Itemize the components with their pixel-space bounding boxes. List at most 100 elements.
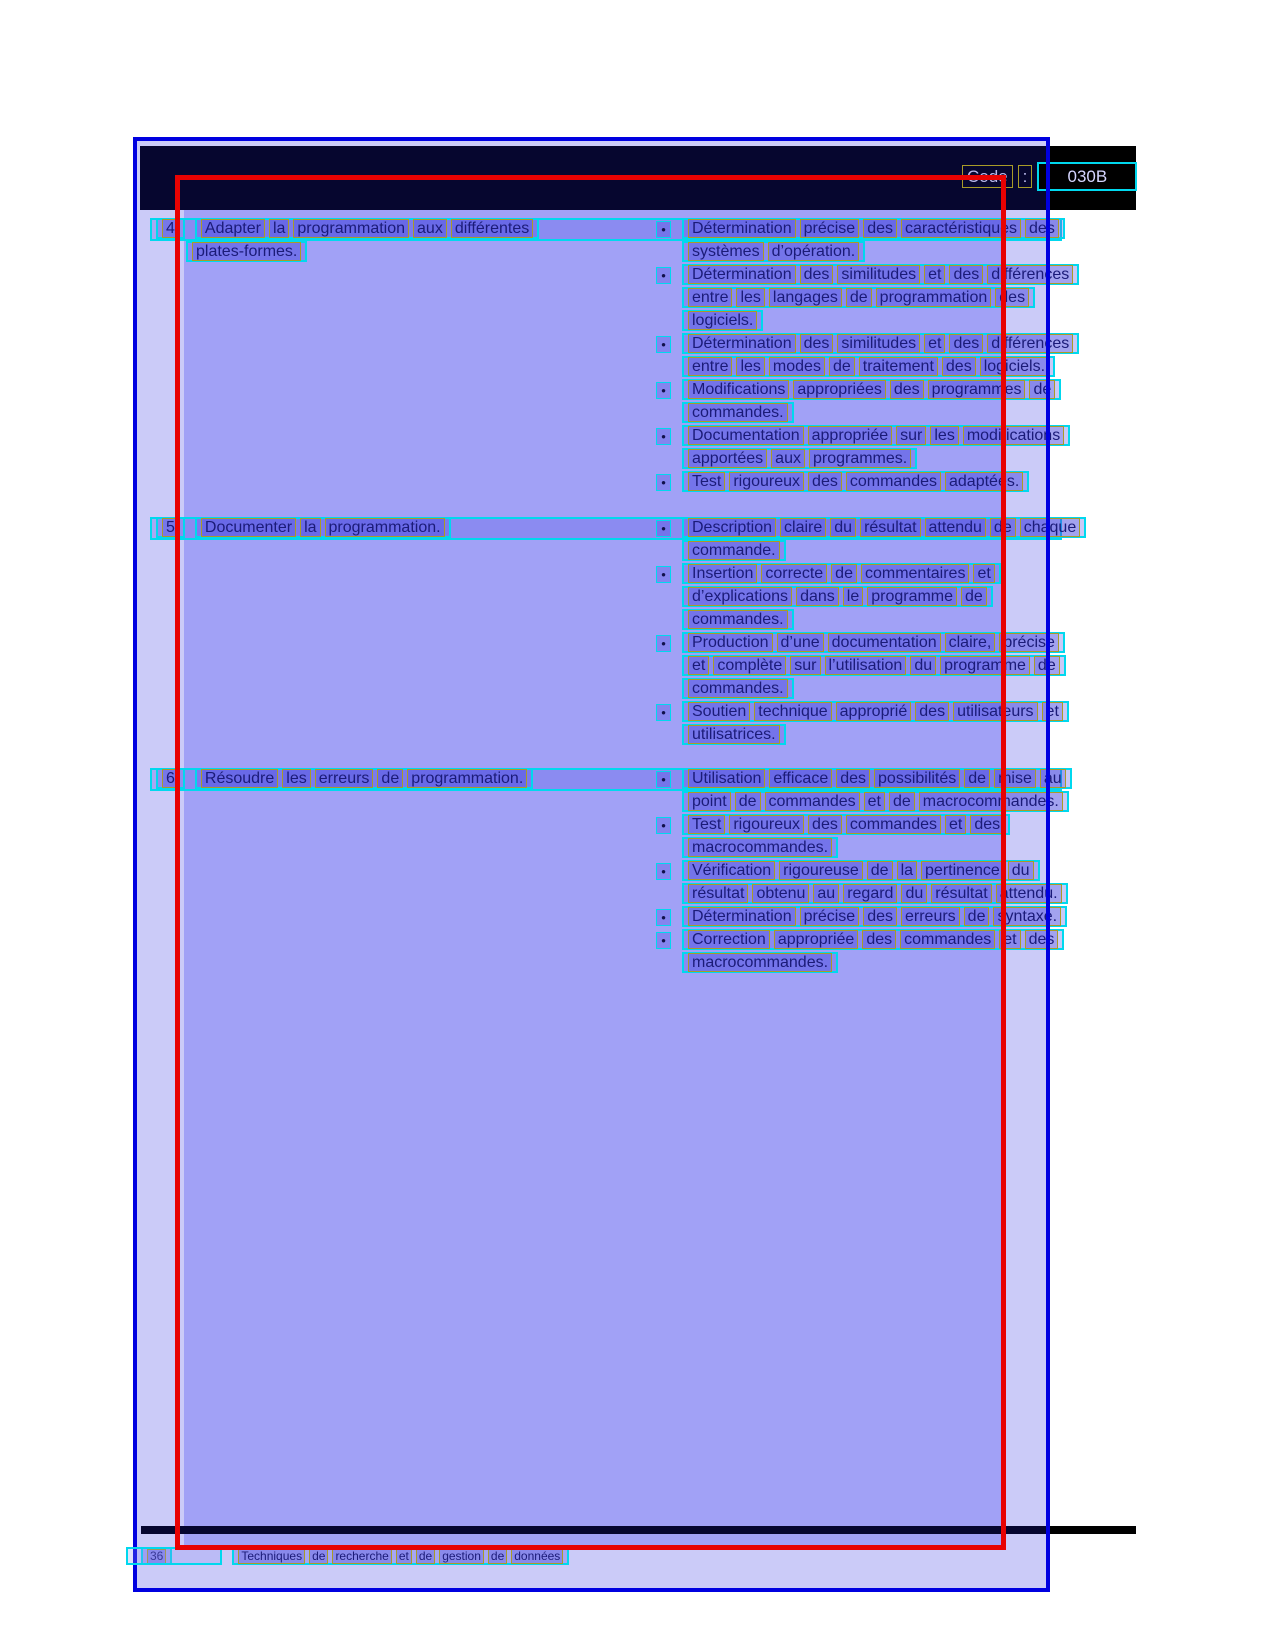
word-box: des bbox=[863, 907, 897, 926]
ocr-row-band: 6 Résoudre les erreurs de programmation. • Util… bbox=[150, 768, 1072, 791]
bullet-cell bbox=[656, 540, 682, 543]
bullet-cell bbox=[656, 952, 682, 955]
word-box: entre bbox=[688, 288, 733, 307]
word-box: efficace bbox=[769, 769, 833, 788]
word-box: Résoudre bbox=[200, 769, 279, 788]
word-box: différentes bbox=[450, 219, 534, 238]
objective-line: Adapter la programmation aux différentes bbox=[194, 218, 540, 239]
criteria-line: systèmes d’opération. bbox=[682, 241, 866, 262]
word-box: Soutien bbox=[688, 702, 751, 721]
criteria-line: d’explications dans le programme de bbox=[682, 586, 993, 607]
criteria-row: • Détermination des similitudes et des différe… bbox=[656, 264, 1080, 287]
word-box: commandes bbox=[845, 815, 941, 834]
code-value: 030B bbox=[1037, 162, 1138, 191]
word-box: d’explications bbox=[688, 587, 793, 606]
criteria-line: apportées aux programmes. bbox=[682, 448, 918, 469]
word-box: de bbox=[989, 518, 1016, 537]
word-box: programmes. bbox=[808, 449, 912, 468]
word-box: Adapter bbox=[200, 219, 265, 238]
word-box: des bbox=[799, 265, 834, 284]
word-box: mise bbox=[994, 769, 1036, 788]
criteria-row: • Détermination précise des caractéristiques… bbox=[656, 218, 1065, 241]
word-box: les bbox=[736, 357, 765, 376]
word-box: macrocommandes. bbox=[918, 792, 1063, 811]
word-box: des bbox=[863, 219, 897, 238]
word-box: de bbox=[309, 1548, 329, 1564]
word-box: technique bbox=[754, 702, 832, 721]
bullet-cell bbox=[656, 655, 682, 658]
word-box: syntaxe. bbox=[993, 907, 1062, 926]
word-box: entre bbox=[688, 357, 733, 376]
word-box: commandes bbox=[845, 472, 941, 491]
word-box: Documenter bbox=[200, 518, 297, 537]
criteria-line: Insertion correcte de commentaires et bbox=[682, 563, 1001, 584]
bullet-icon: • bbox=[656, 863, 671, 880]
word-box: au bbox=[1039, 769, 1066, 788]
word-box: programmation bbox=[875, 288, 992, 307]
bullet-cell: • bbox=[656, 814, 682, 834]
word-box: logiciels. bbox=[688, 311, 758, 330]
word-box: Détermination bbox=[688, 907, 796, 926]
word-box: commandes. bbox=[688, 610, 788, 629]
header-bar bbox=[140, 146, 1050, 210]
criteria-row: résultat obtenu au regard du résultat attendu. bbox=[656, 883, 1069, 906]
criteria-row: commandes. bbox=[656, 402, 1079, 425]
word-box: la bbox=[896, 861, 918, 880]
bullet-cell: • bbox=[656, 379, 682, 399]
word-box: macrocommandes. bbox=[688, 838, 833, 857]
word-box: résultat bbox=[931, 884, 992, 903]
word-box: de bbox=[377, 769, 404, 788]
word-box: des bbox=[1025, 219, 1059, 238]
bullet-icon: • bbox=[656, 474, 671, 491]
criteria-row: • Détermination précise des erreurs de syntaxe… bbox=[656, 906, 1069, 929]
word-box: plates-formes. bbox=[192, 242, 302, 261]
word-box: les bbox=[282, 769, 311, 788]
objective-first-line: 4 Adapter la programmation aux différentes bbox=[156, 218, 540, 241]
word-box: commande. bbox=[688, 541, 780, 560]
word-box: du bbox=[830, 518, 857, 537]
criteria-row: • Vérification rigoureuse de la pertinence du bbox=[656, 860, 1069, 883]
word-box: appropriée bbox=[773, 930, 859, 949]
criteria-row: • Test rigoureux des commandes et des bbox=[656, 814, 1069, 837]
criteria-line: Détermination des similitudes et des différen… bbox=[682, 333, 1080, 354]
word-box: traitement bbox=[858, 357, 938, 376]
criteria-row: • Insertion correcte de commentaires et bbox=[656, 563, 1069, 586]
word-box: claire bbox=[780, 518, 827, 537]
word-box: et bbox=[924, 265, 946, 284]
word-box: des bbox=[836, 769, 871, 788]
word-box: des bbox=[808, 472, 842, 491]
word-box: programme bbox=[867, 587, 958, 606]
bullet-cell bbox=[656, 356, 682, 359]
word-box: précise bbox=[799, 907, 860, 926]
word-box: de bbox=[487, 1548, 508, 1564]
word-box: documentation bbox=[827, 633, 941, 652]
criteria-column: systèmes d’opération. • Détermination des sim… bbox=[656, 241, 1080, 494]
bullet-cell: • bbox=[656, 471, 682, 491]
word-box: Détermination bbox=[688, 265, 796, 284]
criteria-line: entre les modes de traitement des logiciels. bbox=[682, 356, 1056, 377]
word-box: rigoureux bbox=[729, 472, 805, 491]
bullet-icon: • bbox=[656, 428, 671, 445]
word-box: claire, bbox=[944, 633, 996, 652]
word-box: commandes bbox=[900, 930, 996, 949]
bullet-cell bbox=[656, 310, 682, 313]
word-box: et bbox=[395, 1548, 412, 1564]
word-box: des bbox=[1024, 930, 1059, 949]
word-box: résultat bbox=[688, 884, 749, 903]
word-box: pertinence bbox=[921, 861, 1004, 880]
word-box: recherche bbox=[332, 1548, 392, 1564]
word-box: de bbox=[845, 288, 872, 307]
item-number: 6 bbox=[156, 768, 185, 789]
objective-line: Documenter la programmation. bbox=[194, 517, 451, 538]
criteria-row: • Test rigoureux des commandes adaptées. bbox=[656, 471, 1079, 494]
word-box: Documentation bbox=[688, 426, 804, 445]
criteria-line: entre les langages de programmation des bbox=[682, 287, 1036, 308]
bullet-icon: • bbox=[656, 932, 671, 949]
criteria-line: Test rigoureux des commandes adaptées. bbox=[682, 471, 1030, 492]
bullet-cell bbox=[656, 287, 682, 290]
criteria-line: résultat obtenu au regard du résultat attendu. bbox=[682, 883, 1068, 904]
word-box: des bbox=[949, 334, 984, 353]
bullet-cell: • bbox=[656, 333, 682, 353]
ocr-row-band: 5 Documenter la programmation. • Description c… bbox=[150, 517, 1087, 540]
